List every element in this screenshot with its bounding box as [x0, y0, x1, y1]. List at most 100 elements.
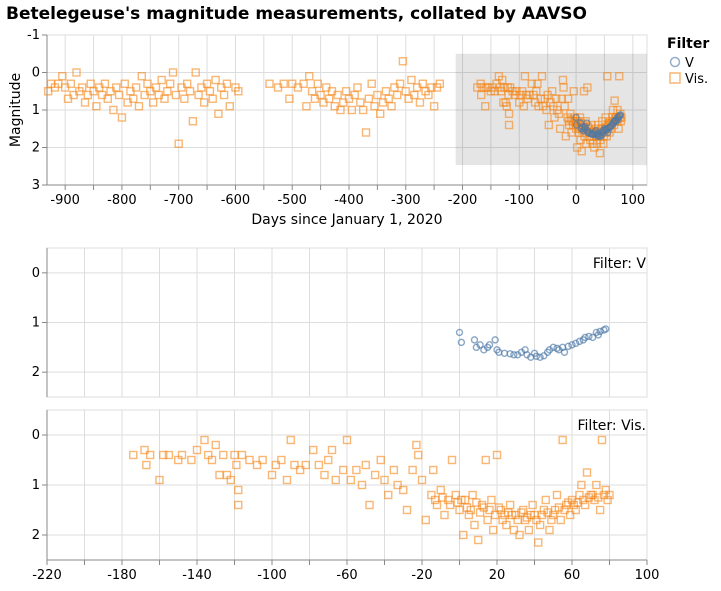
data-point-vis: [159, 450, 168, 460]
y-tick-label: 1: [32, 316, 40, 331]
data-point-vis: [77, 83, 87, 92]
data-point-vis: [320, 470, 329, 480]
data-point-vis: [58, 72, 67, 81]
data-point-vis: [417, 475, 427, 485]
data-point-vis: [427, 83, 436, 92]
data-point-vis: [545, 525, 554, 535]
data-point-vis: [299, 79, 308, 88]
legend[interactable]: Filter V Vis.: [667, 36, 709, 87]
data-point-vis: [219, 450, 228, 460]
overview-plot[interactable]: -1 0 1 2 3 -900 -800 -700 -600 -500 -400 -300 -200 -1…: [27, 28, 648, 208]
data-point-vis: [137, 72, 146, 81]
x-tick-label: -60: [336, 568, 357, 583]
data-point-vis: [559, 83, 568, 92]
x-tick-label: -500: [277, 193, 307, 208]
data-point-v: [575, 337, 584, 346]
data-point-vis: [487, 495, 496, 505]
data-point-vis: [595, 505, 605, 515]
data-point-vis: [333, 90, 342, 100]
data-point-vis: [511, 510, 520, 520]
data-point-vis: [342, 435, 352, 445]
data-point-vis: [429, 465, 438, 475]
data-point-vis: [155, 475, 164, 485]
data-point-vis: [592, 480, 601, 490]
y-tick-label: 2: [32, 141, 40, 156]
data-point-vis: [208, 94, 217, 103]
data-point-vis: [245, 455, 254, 465]
data-point-vis: [577, 480, 586, 490]
data-point-vis: [279, 79, 288, 88]
data-point-v: [616, 111, 625, 119]
data-point-vis: [188, 117, 198, 126]
facet-v-plot: 0 1 2 Filter: V: [32, 247, 648, 398]
legend-vis-label[interactable]: Vis.: [685, 72, 708, 87]
data-point-v: [470, 336, 479, 344]
legend-v-circle-icon: [669, 56, 681, 68]
data-point-vis: [459, 530, 468, 540]
data-point-vis: [370, 470, 380, 480]
y-tick-label: 2: [32, 365, 40, 380]
data-point-vis: [414, 450, 423, 460]
data-point-vis: [234, 87, 243, 96]
data-point-vis: [504, 120, 514, 130]
data-point-vis: [520, 72, 530, 81]
data-point-v: [568, 341, 576, 349]
data-point-v: [455, 328, 464, 337]
x-tick-label: -200: [448, 193, 478, 208]
y-tick-label: 3: [32, 178, 40, 193]
data-point-vis: [520, 515, 530, 525]
data-point-vis: [352, 465, 361, 475]
data-point-v: [614, 113, 623, 121]
data-point-vis: [232, 460, 241, 470]
data-point-v: [583, 119, 591, 127]
data-point-vis: [527, 79, 536, 88]
legend-v-label[interactable]: V: [685, 56, 694, 71]
facet-label: Filter: Vis.: [578, 418, 647, 434]
data-point-vis: [290, 460, 299, 470]
data-point-vis: [412, 440, 421, 450]
data-point-vis: [528, 500, 537, 510]
data-point-vis: [466, 505, 475, 515]
data-point-vis: [234, 485, 243, 495]
data-point-vis: [148, 98, 158, 107]
data-point-vis: [114, 90, 124, 100]
data-point-vis: [226, 475, 235, 485]
data-point-vis: [393, 90, 402, 100]
data-point-vis: [552, 490, 562, 500]
x-tick-label: 100: [620, 193, 645, 208]
data-point-vis: [129, 94, 138, 103]
x-tick-label: 60: [564, 568, 581, 583]
data-point-v: [581, 333, 589, 342]
y-tick-label: 0: [32, 428, 40, 443]
data-point-vis: [72, 68, 81, 77]
data-point-vis: [393, 480, 402, 490]
data-point-vis: [509, 525, 519, 535]
x-tick-label: -800: [107, 193, 137, 208]
x-tick-label: -140: [182, 568, 212, 583]
data-point-vis: [597, 435, 607, 445]
data-point-vis: [305, 72, 314, 81]
data-point-vis: [214, 109, 223, 118]
data-point-vis: [421, 515, 430, 525]
data-point-v: [457, 338, 466, 347]
data-point-vis: [554, 109, 564, 118]
data-point-vis: [474, 535, 483, 545]
data-point-vis: [481, 102, 490, 111]
data-point-v: [602, 325, 610, 333]
facet-label: Filter: V: [593, 256, 647, 272]
data-point-vis: [168, 68, 178, 77]
data-point-vis: [219, 90, 229, 100]
x-tick-label: -20: [411, 568, 432, 583]
data-point-vis: [129, 450, 138, 460]
data-point-vis: [286, 435, 295, 445]
data-point-vis: [544, 120, 553, 130]
data-point-vis: [285, 94, 294, 103]
data-point-vis: [603, 72, 612, 81]
data-point-vis: [258, 455, 267, 465]
data-point-vis: [364, 94, 374, 103]
data-point-vis: [594, 493, 603, 502]
data-point-v: [491, 336, 499, 344]
data-point-vis: [583, 83, 592, 92]
data-point-vis: [361, 128, 371, 137]
